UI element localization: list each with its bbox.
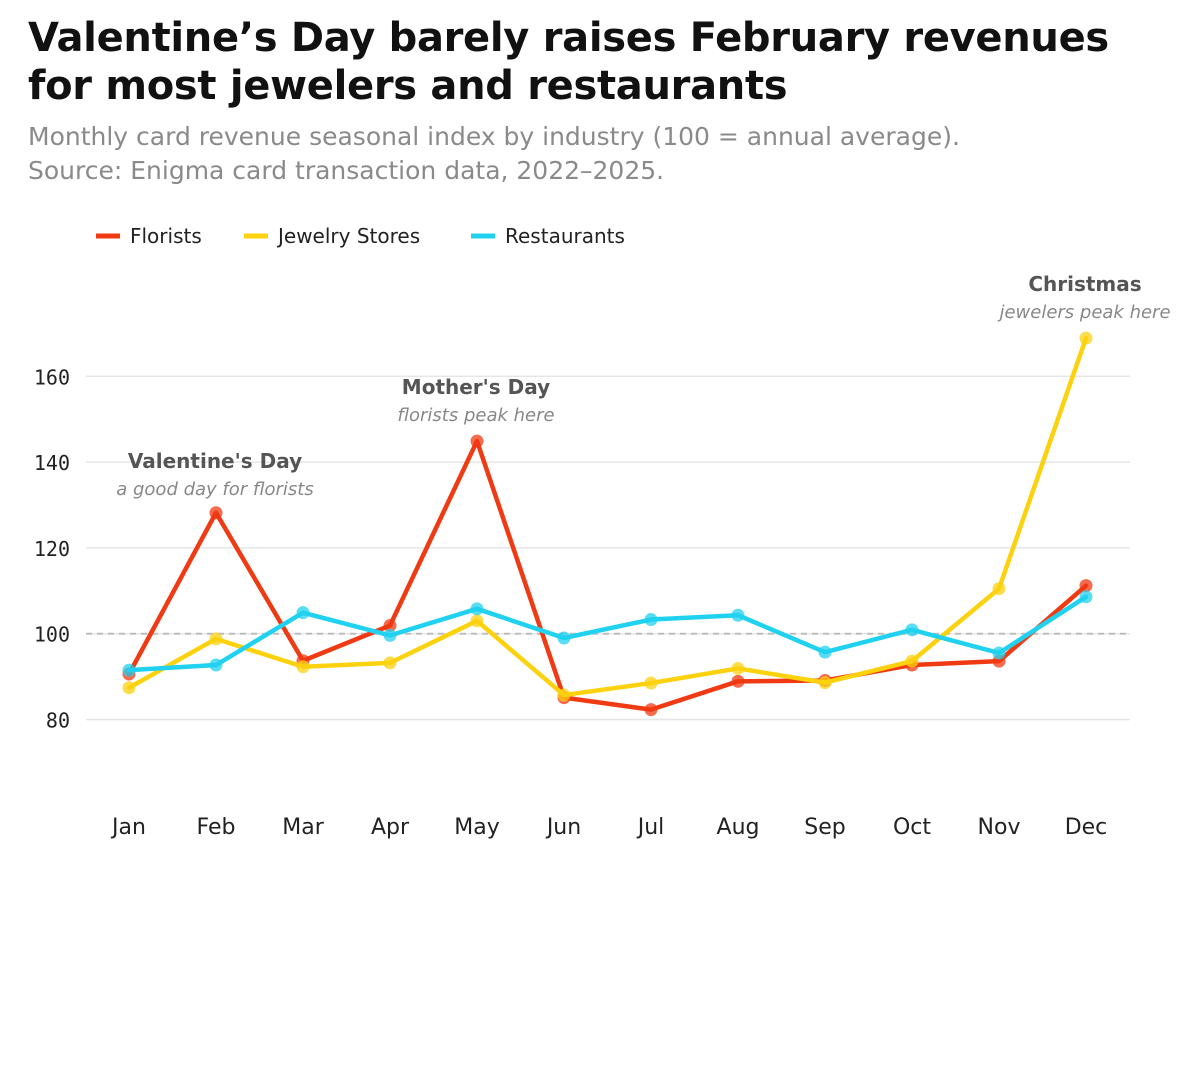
x-tick-label: Sep bbox=[804, 815, 845, 840]
chart-subtitle-line-1: Monthly card revenue seasonal index by i… bbox=[28, 122, 960, 151]
y-tick-label: 120 bbox=[34, 537, 70, 561]
jewelry-stores-line bbox=[126, 335, 1089, 698]
jewelry-stores-point-jan bbox=[122, 681, 136, 695]
series-florists bbox=[122, 434, 1093, 717]
restaurants-point-sep bbox=[818, 645, 832, 659]
jewelry-stores-point-aug bbox=[731, 661, 745, 675]
restaurants-point-nov bbox=[992, 646, 1006, 660]
y-axis: 80 100 120 140 160 bbox=[34, 365, 70, 732]
chart-title-line-1: Valentine’s Day barely raises February r… bbox=[28, 15, 1109, 61]
jewelry-stores-point-apr bbox=[383, 656, 397, 670]
x-tick-label: Jun bbox=[545, 815, 581, 840]
restaurants-point-feb bbox=[209, 658, 223, 672]
restaurants-point-may bbox=[470, 602, 484, 616]
y-tick-label: 140 bbox=[34, 451, 70, 475]
restaurants-point-aug bbox=[731, 608, 745, 622]
annotation-subtitle: jewelers peak here bbox=[996, 302, 1170, 323]
x-tick-label: Jan bbox=[110, 815, 146, 840]
y-tick-label: 80 bbox=[46, 709, 70, 733]
x-tick-label: Aug bbox=[717, 815, 760, 840]
legend-label: Restaurants bbox=[505, 224, 625, 248]
series-group bbox=[122, 331, 1093, 717]
restaurants-point-mar bbox=[296, 606, 310, 620]
restaurants-line bbox=[126, 594, 1089, 673]
legend-label: Florists bbox=[130, 224, 202, 248]
chart-title-line-2: for most jewelers and restaurants bbox=[28, 63, 788, 109]
x-tick-label: Oct bbox=[893, 815, 931, 840]
florists-line bbox=[126, 438, 1089, 712]
jewelry-stores-point-sep bbox=[818, 676, 832, 690]
x-tick-label: Dec bbox=[1065, 815, 1108, 840]
restaurants-point-jun bbox=[557, 631, 571, 645]
annotations: Valentine's Day a good day for florists Mo… bbox=[116, 272, 1170, 500]
annotation-mother-s-day: Mother's Day florists peak here bbox=[397, 375, 554, 426]
legend-item-florists: Florists bbox=[96, 224, 202, 248]
restaurants-point-dec bbox=[1079, 590, 1093, 604]
florists-point-aug bbox=[731, 674, 745, 688]
annotation-title: Christmas bbox=[1028, 272, 1141, 296]
annotation-subtitle: florists peak here bbox=[397, 405, 554, 426]
annotation-christmas: Christmas jewelers peak here bbox=[996, 272, 1170, 323]
florists-point-feb bbox=[209, 506, 223, 520]
jewelry-stores-point-dec bbox=[1079, 331, 1093, 345]
y-tick-label: 160 bbox=[34, 365, 70, 389]
x-tick-label: Nov bbox=[978, 815, 1021, 840]
jewelry-stores-point-jul bbox=[644, 676, 658, 690]
legend-item-jewelry-stores: Jewelry Stores bbox=[244, 224, 420, 248]
florists-point-may bbox=[470, 434, 484, 448]
x-tick-label: Mar bbox=[282, 815, 324, 840]
chart-subtitle-line-2: Source: Enigma card transaction data, 20… bbox=[28, 156, 665, 185]
x-tick-label: Feb bbox=[197, 815, 236, 840]
x-tick-label: Apr bbox=[371, 815, 410, 840]
restaurants-point-oct bbox=[905, 623, 919, 637]
chart-subtitle: Monthly card revenue seasonal index by i… bbox=[28, 120, 1178, 188]
jewelry-stores-point-nov bbox=[992, 582, 1006, 596]
jewelry-stores-point-mar bbox=[296, 660, 310, 674]
series-jewelry-stores bbox=[122, 331, 1093, 702]
x-axis: Jan Feb Mar Apr May Jun Jul Aug Sep Oct Nov Dec bbox=[110, 815, 1107, 840]
legend: Florists Jewelry Stores Restaurants bbox=[96, 224, 625, 248]
jewelry-stores-point-oct bbox=[905, 654, 919, 668]
annotation-subtitle: a good day for florists bbox=[116, 479, 314, 500]
annotation-title: Mother's Day bbox=[402, 375, 550, 399]
jewelry-stores-point-may bbox=[470, 614, 484, 628]
jewelry-stores-point-feb bbox=[209, 632, 223, 646]
restaurants-point-apr bbox=[383, 628, 397, 642]
legend-item-restaurants: Restaurants bbox=[471, 224, 625, 248]
gridlines bbox=[86, 375, 1130, 721]
y-tick-label: 100 bbox=[34, 623, 70, 647]
annotation-valentine-s-day: Valentine's Day a good day for florists bbox=[116, 449, 314, 500]
series-restaurants bbox=[122, 590, 1093, 677]
legend-label: Jewelry Stores bbox=[276, 224, 420, 248]
restaurants-point-jan bbox=[122, 663, 136, 677]
x-tick-label: Jul bbox=[636, 815, 665, 840]
florists-point-dec bbox=[1079, 579, 1093, 593]
florists-point-apr bbox=[383, 619, 397, 633]
florists-point-jul bbox=[644, 703, 658, 717]
chart-title: Valentine’s Day barely raises February r… bbox=[28, 14, 1178, 110]
jewelry-stores-point-jun bbox=[557, 688, 571, 702]
restaurants-point-jul bbox=[644, 613, 658, 627]
x-tick-label: May bbox=[454, 815, 499, 840]
annotation-title: Valentine's Day bbox=[128, 449, 302, 473]
